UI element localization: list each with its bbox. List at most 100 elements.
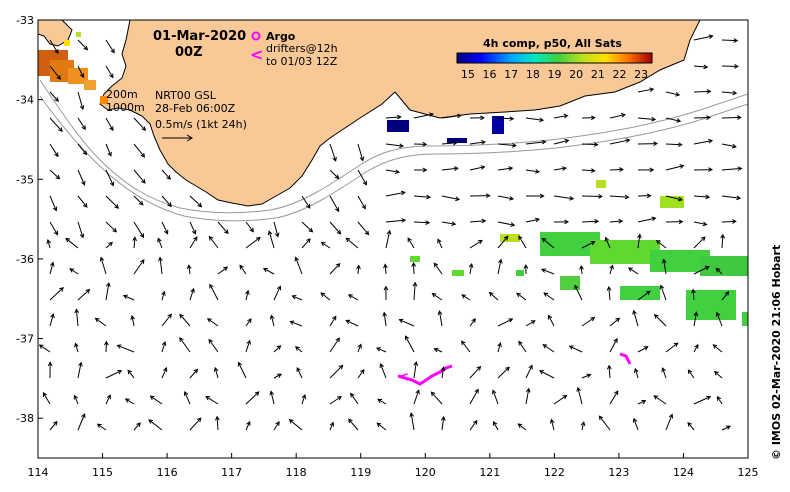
current-arrow (65, 237, 79, 249)
drifter-marker: < (398, 370, 409, 385)
current-arrow (273, 345, 282, 353)
current-arrow (637, 141, 659, 147)
current-arrow (609, 317, 621, 327)
current-arrow (581, 373, 592, 379)
current-arrow (469, 115, 485, 121)
current-arrow (49, 195, 58, 212)
current-arrow (273, 420, 280, 431)
colorbar-tick-label: 19 (548, 68, 562, 81)
current-arrow (693, 34, 714, 41)
current-arrow (329, 262, 341, 275)
current-arrow (96, 423, 107, 431)
current-arrow (518, 340, 527, 353)
current-arrow (543, 292, 555, 301)
current-arrow (721, 90, 738, 96)
current-arrow (440, 415, 446, 431)
current-arrow (497, 166, 514, 171)
x-tick-label: 115 (92, 466, 113, 479)
current-arrow (721, 64, 739, 69)
current-arrow (105, 241, 113, 249)
current-arrow (105, 117, 114, 132)
current-arrow (720, 233, 726, 249)
current-arrow (541, 237, 555, 249)
current-arrow (437, 310, 443, 327)
current-arrow (517, 423, 527, 431)
current-arrow (49, 169, 61, 180)
current-arrow (208, 235, 219, 249)
current-arrow (661, 258, 667, 275)
current-arrow (189, 195, 203, 208)
current-arrow (413, 141, 428, 147)
colorbar-tick-label: 20 (569, 68, 583, 81)
isobath-1000m-line (39, 95, 748, 222)
current-arrow (77, 117, 86, 131)
west-coast-landmass (38, 20, 73, 47)
current-arrow (609, 218, 624, 224)
colorbar-tick-label: 18 (526, 68, 540, 81)
current-arrow (73, 394, 79, 405)
current-arrow (553, 166, 567, 171)
current-arrow (632, 417, 639, 431)
current-arrow (469, 318, 476, 327)
y-tick-label: -35 (16, 173, 34, 186)
current-arrow (525, 169, 540, 174)
x-tick-label: 117 (221, 466, 242, 479)
current-arrow (161, 195, 172, 208)
current-arrow (269, 314, 275, 327)
current-arrow (398, 318, 415, 327)
current-arrow (105, 282, 111, 301)
current-arrow (116, 344, 135, 353)
current-arrow (329, 143, 337, 162)
current-arrow (245, 289, 250, 301)
current-arrow (357, 368, 365, 379)
current-arrow (655, 239, 667, 249)
current-arrow (715, 311, 723, 327)
current-arrow (269, 390, 275, 405)
current-arrow (516, 292, 527, 301)
isobath-200m-line (39, 79, 748, 214)
x-tick-label: 122 (544, 466, 565, 479)
current-arrow (469, 193, 491, 199)
sst-cold-patch (387, 116, 504, 143)
current-arrow (525, 217, 541, 223)
current-arrow (189, 368, 199, 379)
current-arrow (345, 237, 359, 249)
current-arrow (413, 194, 431, 200)
current-arrow (189, 221, 197, 235)
current-arrow (653, 314, 667, 327)
current-arrow (541, 268, 555, 275)
colorbar (456, 52, 653, 64)
current-arrow (609, 337, 618, 353)
current-arrow (609, 264, 614, 275)
colorbar-tick-label: 15 (461, 68, 475, 81)
scale-arrow (162, 134, 193, 142)
current-arrow (693, 138, 714, 145)
current-arrow (721, 143, 737, 149)
current-arrow (437, 238, 443, 249)
current-arrow (329, 169, 340, 180)
current-arrow (291, 295, 303, 301)
current-arrow (237, 361, 247, 379)
drifter-legend-label-1: drifters@12h (266, 42, 338, 55)
current-arrow (576, 386, 583, 405)
isobath-200m-label: 200m (106, 88, 138, 101)
current-arrow (301, 195, 311, 209)
current-arrow (661, 367, 667, 379)
current-arrow (538, 370, 555, 379)
current-arrow (245, 236, 261, 249)
current-arrow (320, 241, 331, 249)
current-arrow (133, 169, 146, 184)
current-arrow (693, 89, 712, 94)
current-arrow (693, 343, 699, 353)
current-arrow (411, 261, 417, 275)
y-axis: -33 -34 -35 -36 -37 -38 (16, 14, 43, 425)
current-arrow (296, 366, 303, 379)
current-arrow (377, 398, 387, 405)
current-arrow (357, 169, 367, 186)
current-arrow (294, 256, 303, 275)
current-arrow (179, 336, 191, 353)
current-arrow (77, 169, 86, 186)
current-arrow (329, 195, 340, 213)
current-arrow (413, 167, 428, 173)
current-arrow (441, 140, 458, 146)
